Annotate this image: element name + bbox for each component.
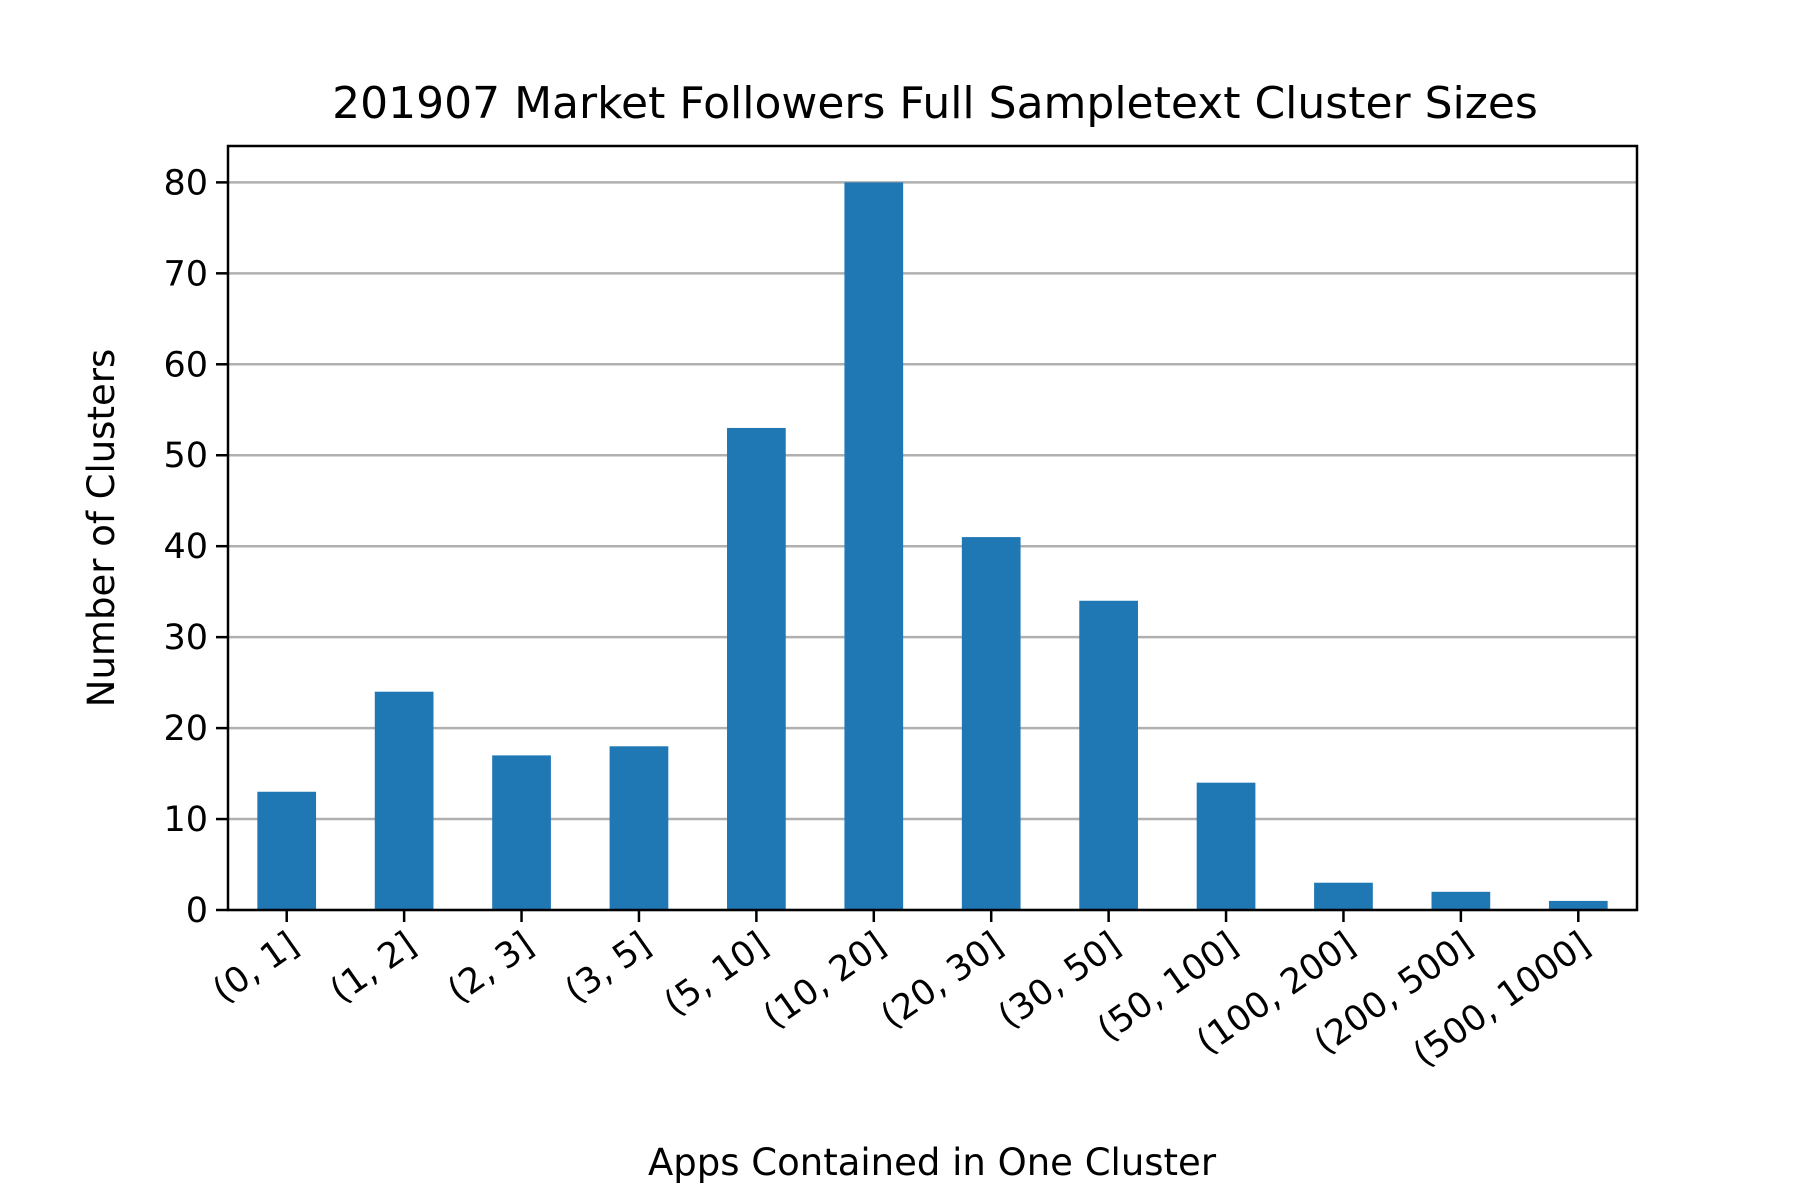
x-tick-label: (3, 5]: [558, 925, 658, 1012]
y-tick-label: 10: [163, 800, 208, 840]
y-tick-label: 20: [163, 709, 208, 749]
bar: [1314, 882, 1373, 910]
y-tick-label: 0: [186, 891, 208, 931]
bar: [257, 791, 317, 910]
y-tick-label: 30: [163, 618, 208, 658]
bar: [1548, 900, 1608, 910]
plot-frame: [226, 144, 1639, 912]
bar: [1079, 600, 1138, 910]
bar: [961, 537, 1021, 910]
chart-title: 201907 Market Followers Full Sampletext …: [332, 78, 1538, 129]
x-axis-label: Apps Contained in One Cluster: [648, 1141, 1217, 1184]
x-tick-label: (5, 10]: [657, 925, 775, 1025]
bar: [492, 755, 551, 910]
y-axis: 0 10 20 30 40 50 60 70 80: [163, 163, 228, 931]
y-tick-label: 40: [163, 527, 208, 567]
bar: [374, 691, 434, 910]
bar: [1196, 782, 1256, 910]
x-axis: (0, 1] (1, 2] (2, 3] (3, 5] (5, 10](10, 20](…: [206, 910, 1597, 1075]
y-tick-label: 70: [163, 254, 208, 294]
x-tick-label: (1, 2]: [323, 925, 423, 1012]
x-tick-label: (0, 1]: [206, 925, 306, 1012]
x-tick-label: (10, 20]: [756, 925, 893, 1037]
y-tick-label: 50: [163, 436, 208, 476]
bar: [844, 182, 904, 910]
x-tick-label: (2, 3]: [441, 925, 541, 1012]
bar: [609, 746, 669, 910]
bar: [727, 427, 786, 910]
x-tick-label: (20, 30]: [874, 925, 1011, 1037]
bars: [257, 182, 1608, 910]
y-axis-label: Number of Clusters: [80, 349, 123, 707]
bar: [1431, 891, 1491, 910]
gridlines: [228, 181, 1637, 912]
y-tick-label: 80: [163, 163, 208, 203]
y-tick-label: 60: [163, 345, 208, 385]
